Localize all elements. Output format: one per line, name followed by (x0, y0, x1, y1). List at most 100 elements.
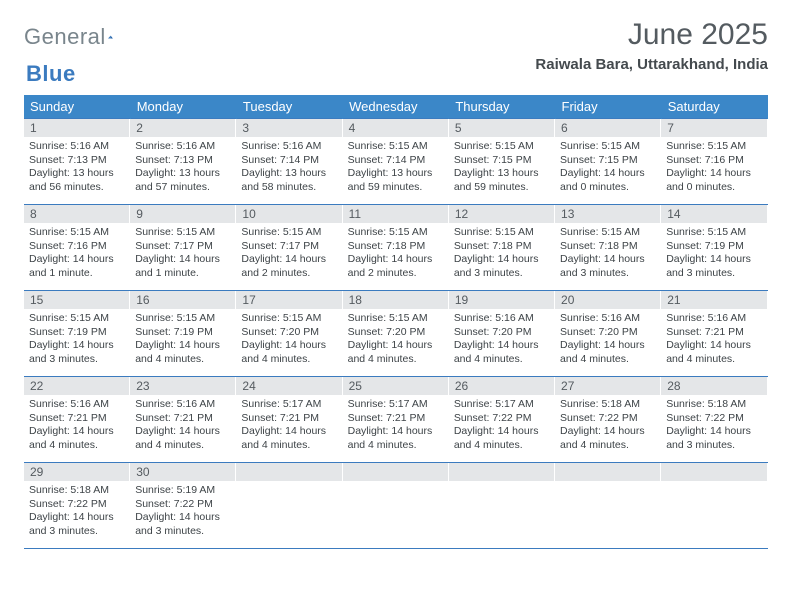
calendar-cell: 30Sunrise: 5:19 AMSunset: 7:22 PMDayligh… (130, 463, 236, 549)
day-body: Sunrise: 5:15 AMSunset: 7:19 PMDaylight:… (661, 223, 767, 285)
calendar-cell: 11Sunrise: 5:15 AMSunset: 7:18 PMDayligh… (343, 205, 449, 291)
day-body (343, 481, 449, 488)
calendar-cell: 23Sunrise: 5:16 AMSunset: 7:21 PMDayligh… (130, 377, 236, 463)
day-number (555, 463, 661, 481)
day-body: Sunrise: 5:19 AMSunset: 7:22 PMDaylight:… (130, 481, 236, 543)
day-body: Sunrise: 5:15 AMSunset: 7:15 PMDaylight:… (555, 137, 661, 199)
sunrise-line: Sunrise: 5:17 AM (348, 398, 444, 412)
weekday-header: Monday (130, 95, 236, 119)
day-number (661, 463, 767, 481)
sunrise-line: Sunrise: 5:15 AM (666, 140, 762, 154)
triangle-icon (108, 28, 113, 46)
weekday-header: Saturday (661, 95, 767, 119)
title-block: June 2025 Raiwala Bara, Uttarakhand, Ind… (535, 18, 768, 73)
calendar-page: General June 2025 Raiwala Bara, Uttarakh… (0, 0, 792, 612)
daylight-line: Daylight: 14 hours and 0 minutes. (560, 167, 656, 194)
day-number: 16 (130, 291, 236, 309)
sunset-line: Sunset: 7:18 PM (348, 240, 444, 254)
sunset-line: Sunset: 7:21 PM (29, 412, 125, 426)
calendar-cell: 18Sunrise: 5:15 AMSunset: 7:20 PMDayligh… (343, 291, 449, 377)
day-body: Sunrise: 5:17 AMSunset: 7:22 PMDaylight:… (449, 395, 555, 457)
sunset-line: Sunset: 7:19 PM (29, 326, 125, 340)
daylight-line: Daylight: 14 hours and 0 minutes. (666, 167, 762, 194)
calendar-cell: 17Sunrise: 5:15 AMSunset: 7:20 PMDayligh… (236, 291, 342, 377)
day-number: 8 (24, 205, 130, 223)
day-body: Sunrise: 5:15 AMSunset: 7:19 PMDaylight:… (24, 309, 130, 371)
day-number: 6 (555, 119, 661, 137)
sunset-line: Sunset: 7:18 PM (560, 240, 656, 254)
calendar-cell (449, 463, 555, 549)
day-body (661, 481, 767, 488)
day-number: 5 (449, 119, 555, 137)
day-body: Sunrise: 5:16 AMSunset: 7:21 PMDaylight:… (661, 309, 767, 371)
sunset-line: Sunset: 7:20 PM (348, 326, 444, 340)
day-body: Sunrise: 5:15 AMSunset: 7:18 PMDaylight:… (449, 223, 555, 285)
weekday-header: Tuesday (236, 95, 342, 119)
calendar-cell: 5Sunrise: 5:15 AMSunset: 7:15 PMDaylight… (449, 119, 555, 205)
daylight-line: Daylight: 14 hours and 4 minutes. (348, 339, 444, 366)
daylight-line: Daylight: 14 hours and 3 minutes. (135, 511, 231, 538)
sunset-line: Sunset: 7:14 PM (241, 154, 337, 168)
day-body: Sunrise: 5:15 AMSunset: 7:17 PMDaylight:… (236, 223, 342, 285)
calendar-row: 15Sunrise: 5:15 AMSunset: 7:19 PMDayligh… (24, 291, 768, 377)
day-body: Sunrise: 5:15 AMSunset: 7:16 PMDaylight:… (24, 223, 130, 285)
day-number: 29 (24, 463, 130, 481)
sunset-line: Sunset: 7:13 PM (29, 154, 125, 168)
calendar-cell: 9Sunrise: 5:15 AMSunset: 7:17 PMDaylight… (130, 205, 236, 291)
calendar-row: 8Sunrise: 5:15 AMSunset: 7:16 PMDaylight… (24, 205, 768, 291)
sunset-line: Sunset: 7:22 PM (666, 412, 762, 426)
day-number: 7 (661, 119, 767, 137)
calendar-cell: 28Sunrise: 5:18 AMSunset: 7:22 PMDayligh… (661, 377, 767, 463)
calendar-row: 22Sunrise: 5:16 AMSunset: 7:21 PMDayligh… (24, 377, 768, 463)
sunset-line: Sunset: 7:22 PM (454, 412, 550, 426)
weekday-header: Thursday (449, 95, 555, 119)
day-body: Sunrise: 5:16 AMSunset: 7:20 PMDaylight:… (449, 309, 555, 371)
day-number: 15 (24, 291, 130, 309)
day-number: 14 (661, 205, 767, 223)
day-body: Sunrise: 5:16 AMSunset: 7:13 PMDaylight:… (130, 137, 236, 199)
sunrise-line: Sunrise: 5:16 AM (454, 312, 550, 326)
sunset-line: Sunset: 7:17 PM (241, 240, 337, 254)
daylight-line: Daylight: 13 hours and 59 minutes. (348, 167, 444, 194)
daylight-line: Daylight: 14 hours and 4 minutes. (560, 339, 656, 366)
sunset-line: Sunset: 7:15 PM (560, 154, 656, 168)
daylight-line: Daylight: 14 hours and 3 minutes. (29, 511, 125, 538)
sunset-line: Sunset: 7:22 PM (560, 412, 656, 426)
day-number: 3 (236, 119, 342, 137)
day-number: 27 (555, 377, 661, 395)
sunset-line: Sunset: 7:20 PM (241, 326, 337, 340)
sunrise-line: Sunrise: 5:15 AM (348, 140, 444, 154)
calendar-cell: 25Sunrise: 5:17 AMSunset: 7:21 PMDayligh… (343, 377, 449, 463)
daylight-line: Daylight: 13 hours and 57 minutes. (135, 167, 231, 194)
sunrise-line: Sunrise: 5:15 AM (241, 312, 337, 326)
sunrise-line: Sunrise: 5:18 AM (666, 398, 762, 412)
day-body: Sunrise: 5:15 AMSunset: 7:20 PMDaylight:… (236, 309, 342, 371)
day-number: 18 (343, 291, 449, 309)
weekday-header: Wednesday (343, 95, 449, 119)
day-body: Sunrise: 5:18 AMSunset: 7:22 PMDaylight:… (661, 395, 767, 457)
day-number: 19 (449, 291, 555, 309)
daylight-line: Daylight: 14 hours and 3 minutes. (666, 253, 762, 280)
weekday-header-row: Sunday Monday Tuesday Wednesday Thursday… (24, 95, 768, 119)
brand-text-blue: Blue (26, 61, 76, 86)
day-number: 20 (555, 291, 661, 309)
brand-text-general: General (24, 24, 106, 50)
day-body: Sunrise: 5:15 AMSunset: 7:14 PMDaylight:… (343, 137, 449, 199)
daylight-line: Daylight: 14 hours and 4 minutes. (454, 425, 550, 452)
sunrise-line: Sunrise: 5:15 AM (454, 140, 550, 154)
daylight-line: Daylight: 14 hours and 4 minutes. (454, 339, 550, 366)
day-body: Sunrise: 5:16 AMSunset: 7:14 PMDaylight:… (236, 137, 342, 199)
daylight-line: Daylight: 14 hours and 4 minutes. (135, 425, 231, 452)
calendar-cell (343, 463, 449, 549)
sunrise-line: Sunrise: 5:15 AM (348, 226, 444, 240)
day-number: 23 (130, 377, 236, 395)
sunrise-line: Sunrise: 5:16 AM (135, 140, 231, 154)
daylight-line: Daylight: 14 hours and 4 minutes. (135, 339, 231, 366)
sunset-line: Sunset: 7:20 PM (560, 326, 656, 340)
sunrise-line: Sunrise: 5:19 AM (135, 484, 231, 498)
daylight-line: Daylight: 14 hours and 4 minutes. (241, 425, 337, 452)
day-body: Sunrise: 5:15 AMSunset: 7:18 PMDaylight:… (555, 223, 661, 285)
calendar-cell: 22Sunrise: 5:16 AMSunset: 7:21 PMDayligh… (24, 377, 130, 463)
daylight-line: Daylight: 14 hours and 4 minutes. (29, 425, 125, 452)
daylight-line: Daylight: 14 hours and 3 minutes. (560, 253, 656, 280)
